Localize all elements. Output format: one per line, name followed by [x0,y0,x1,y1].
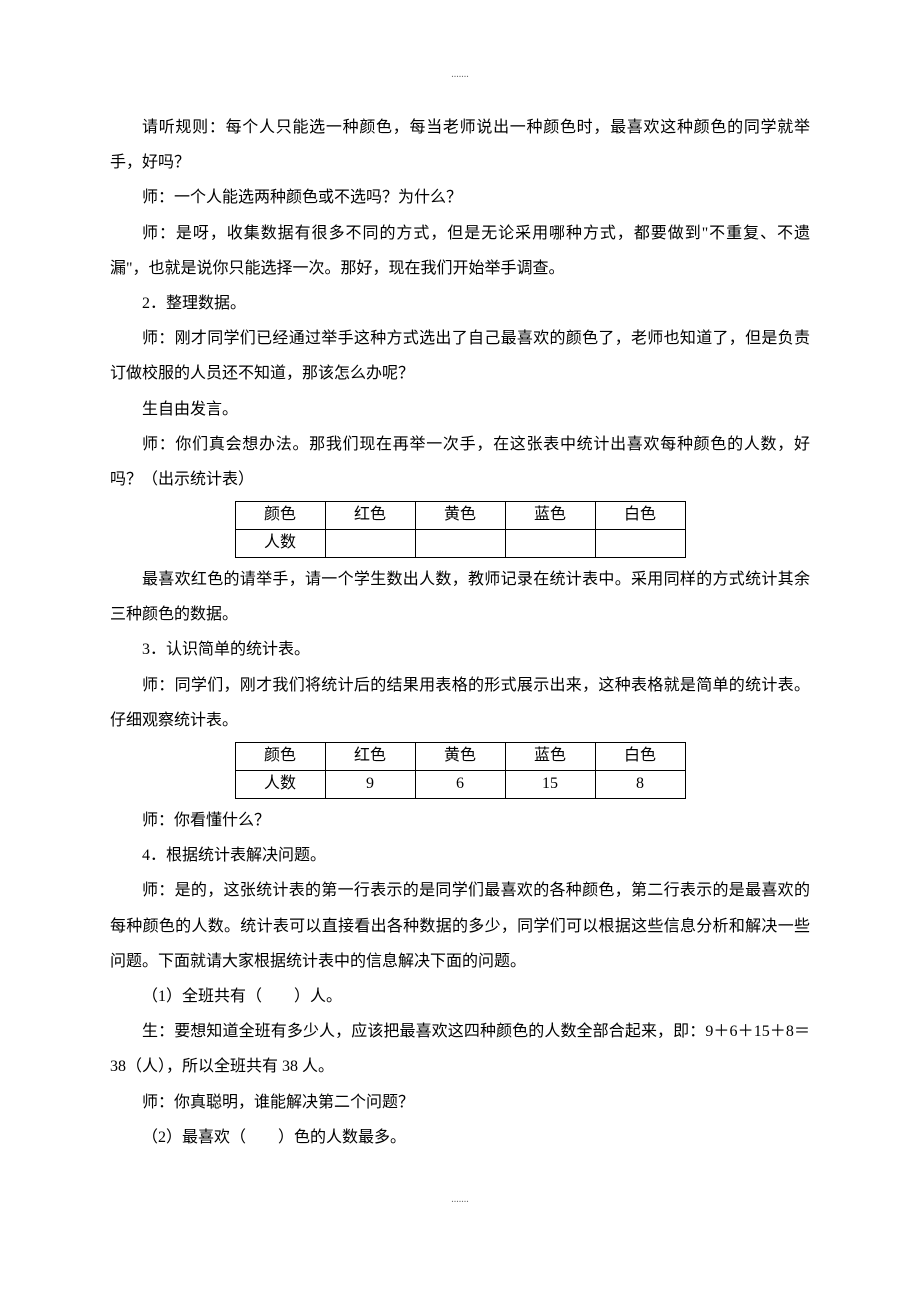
paragraph: 师：刚才同学们已经通过举手这种方式选出了自己最喜欢的颜色了，老师也知道了，但是负… [110,321,810,391]
question-item: （2）最喜欢（ ）色的人数最多。 [110,1120,810,1155]
paragraph: 师：你们真会想办法。那我们现在再举一次手，在这张表中统计出喜欢每种颜色的人数，好… [110,427,810,497]
paragraph: 师：一个人能选两种颜色或不选吗？为什么？ [110,180,810,215]
table-header-cell: 黄色 [415,743,505,771]
section-heading: 3．认识简单的统计表。 [110,632,810,667]
table-header-cell: 白色 [595,502,685,530]
table-header-cell: 红色 [325,502,415,530]
paragraph: 师：是呀，收集数据有很多不同的方式，但是无论采用哪种方式，都要做到"不重复、不遗… [110,216,810,286]
header-dots: ....... [110,70,810,80]
table-cell: 15 [505,771,595,799]
stats-table-filled: 颜色 红色 黄色 蓝色 白色 人数 9 6 15 8 [235,742,686,799]
paragraph: 生自由发言。 [110,392,810,427]
table-row: 人数 [235,530,685,558]
table-cell: 人数 [235,771,325,799]
table-cell: 人数 [235,530,325,558]
paragraph: 师：你看懂什么？ [110,803,810,838]
table-cell [505,530,595,558]
section-heading: 4．根据统计表解决问题。 [110,838,810,873]
table-cell: 8 [595,771,685,799]
table-header-cell: 蓝色 [505,502,595,530]
table-cell [595,530,685,558]
table-cell [325,530,415,558]
paragraph: 最喜欢红色的请举手，请一个学生数出人数，教师记录在统计表中。采用同样的方式统计其… [110,562,810,632]
paragraph: 生：要想知道全班有多少人，应该把最喜欢这四种颜色的人数全部合起来，即：9＋6＋1… [110,1014,810,1084]
table-cell: 6 [415,771,505,799]
table-header-cell: 白色 [595,743,685,771]
table-row: 人数 9 6 15 8 [235,771,685,799]
table-row: 颜色 红色 黄色 蓝色 白色 [235,743,685,771]
stats-table-empty: 颜色 红色 黄色 蓝色 白色 人数 [235,501,686,558]
table-header-cell: 红色 [325,743,415,771]
section-heading: 2．整理数据。 [110,286,810,321]
paragraph: 请听规则：每个人只能选一种颜色，每当老师说出一种颜色时，最喜欢这种颜色的同学就举… [110,110,810,180]
table-header-cell: 颜色 [235,502,325,530]
table-row: 颜色 红色 黄色 蓝色 白色 [235,502,685,530]
table-cell: 9 [325,771,415,799]
table-header-cell: 蓝色 [505,743,595,771]
paragraph: 师：是的，这张统计表的第一行表示的是同学们最喜欢的各种颜色，第二行表示的是最喜欢… [110,873,810,979]
paragraph: 师：你真聪明，谁能解决第二个问题？ [110,1085,810,1120]
table-header-cell: 颜色 [235,743,325,771]
question-item: （1）全班共有（ ）人。 [110,979,810,1014]
paragraph: 师：同学们，刚才我们将统计后的结果用表格的形式展示出来，这种表格就是简单的统计表… [110,668,810,738]
footer-dots: ....... [110,1195,810,1205]
table-cell [415,530,505,558]
table-header-cell: 黄色 [415,502,505,530]
